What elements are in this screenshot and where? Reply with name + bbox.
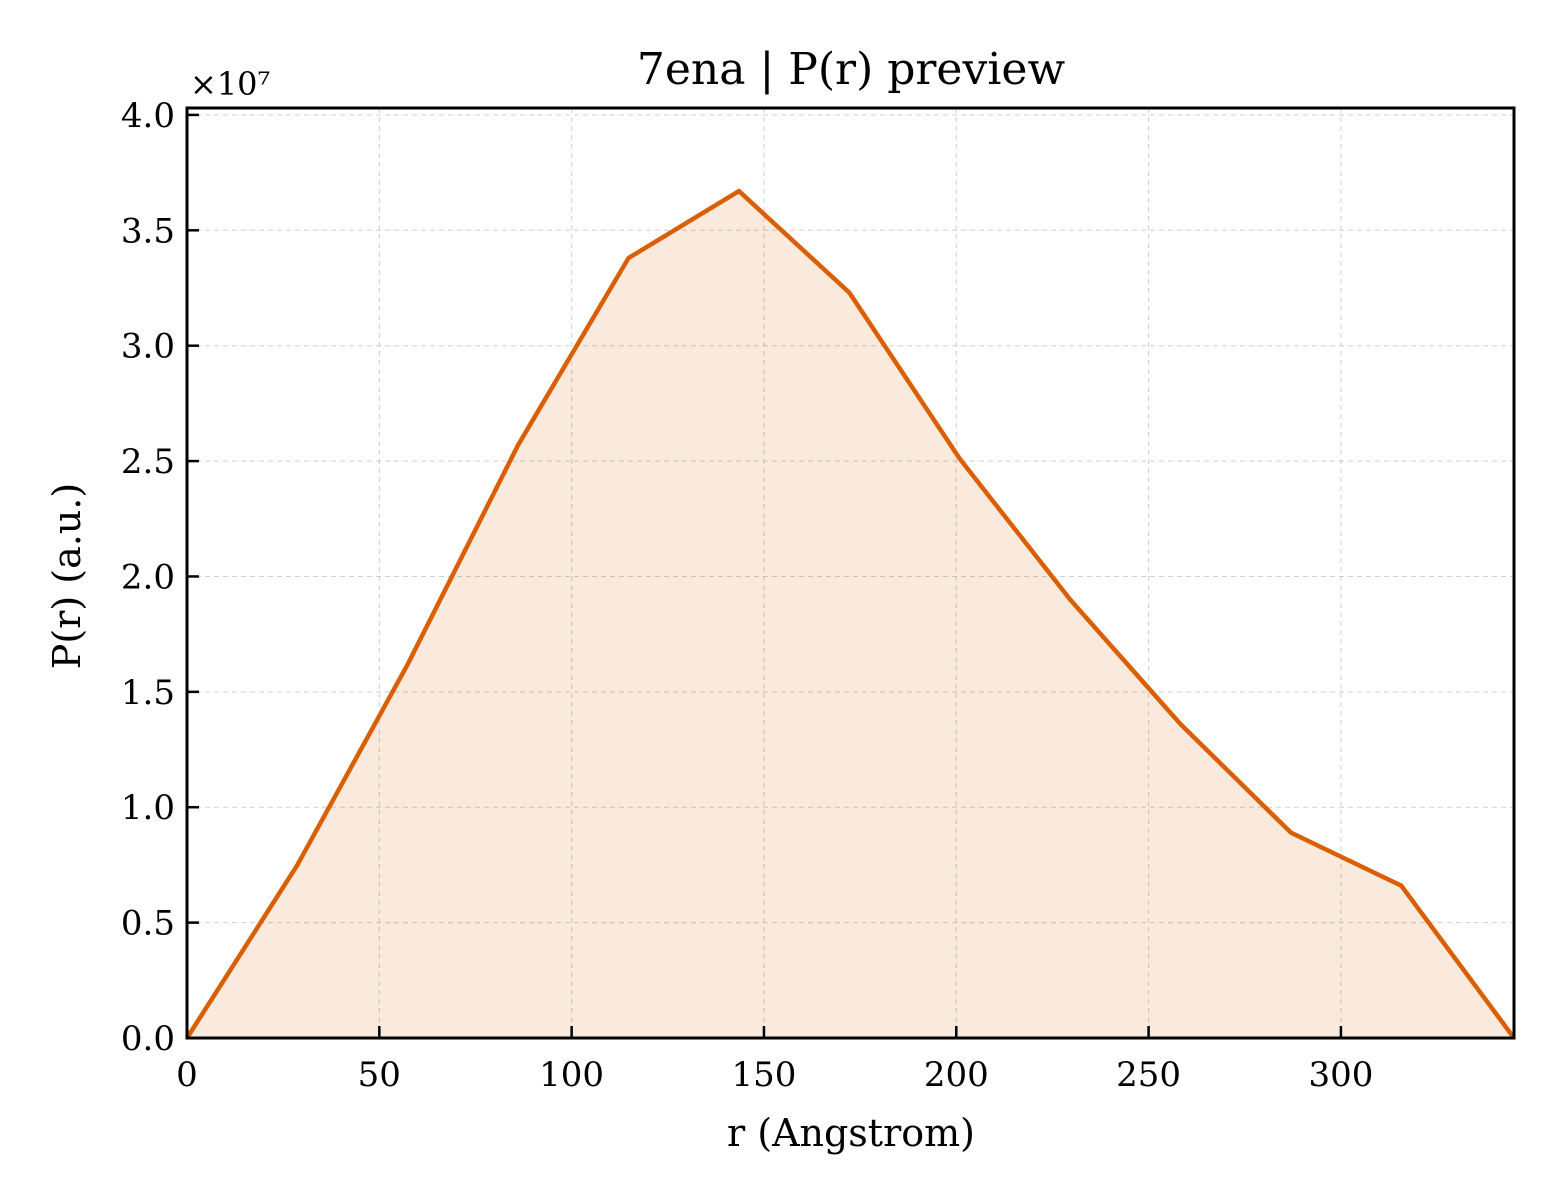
x-tick-label: 200 <box>924 1055 989 1095</box>
y-tick-label: 1.0 <box>121 788 175 828</box>
y-axis-label: P(r) (a.u.) <box>45 483 89 669</box>
pr-series-line <box>185 188 1516 1040</box>
x-tick-label: 0 <box>176 1055 198 1095</box>
plot-frame <box>185 106 1516 1040</box>
x-axis-label: r (Angstrom) <box>727 1111 975 1155</box>
y-tick-label: 2.0 <box>121 557 175 597</box>
y-tick-label: 4.0 <box>121 96 175 136</box>
y-tick-label: 3.5 <box>121 211 175 251</box>
y-tick-label: 2.5 <box>121 442 175 482</box>
x-tick-label: 100 <box>539 1055 604 1095</box>
chart-title: 7ena | P(r) preview <box>637 44 1066 95</box>
y-tick-label: 1.5 <box>121 673 175 713</box>
x-tick-label: 150 <box>732 1055 797 1095</box>
x-tick-label: 50 <box>358 1055 401 1095</box>
pr-area-fill <box>187 191 1514 1038</box>
y-offset-text: ×10⁷ <box>190 65 270 103</box>
y-tick-label: 0.0 <box>121 1019 175 1059</box>
x-tick-label: 300 <box>1308 1055 1373 1095</box>
y-tick-label: 0.5 <box>121 904 175 944</box>
axis-ticks: 0 50 100 150 200 250 300 0.0 0.5 1.0 1.5 2.0 2.5 3.0 3… <box>121 96 1373 1095</box>
grid-lines <box>187 108 1514 1038</box>
x-tick-label: 250 <box>1116 1055 1181 1095</box>
y-tick-label: 3.0 <box>121 327 175 367</box>
